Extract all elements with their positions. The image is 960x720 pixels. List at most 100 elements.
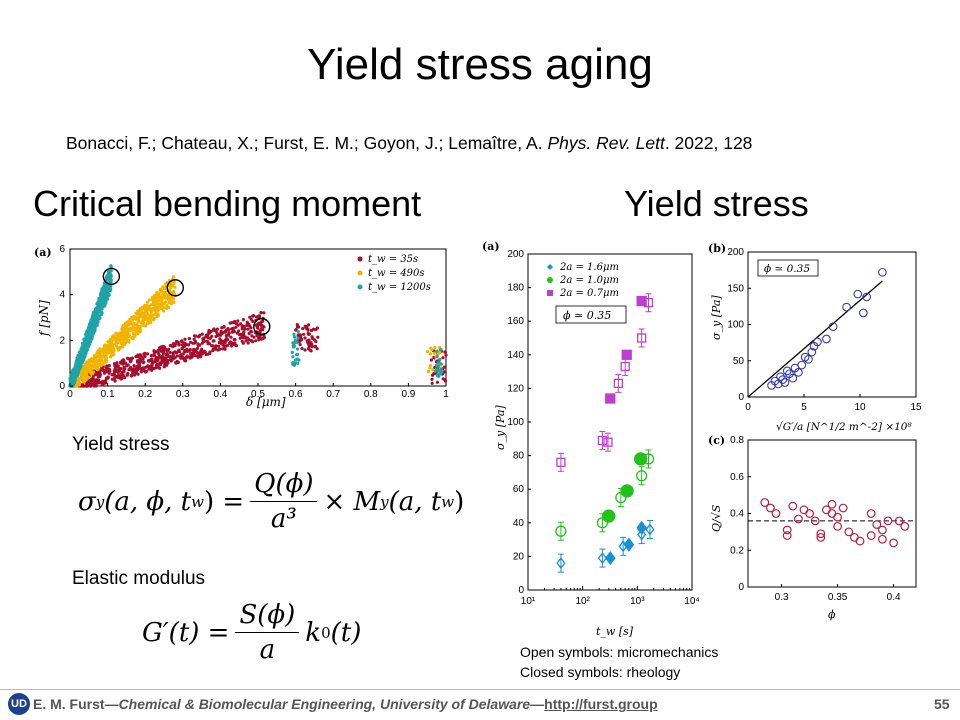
data-point [444, 353, 448, 357]
y-tick-label: 100 [507, 417, 524, 428]
data-point [242, 330, 246, 334]
circled-points [102, 267, 271, 336]
data-point [128, 318, 132, 322]
x-tick-label: 0.2 [138, 389, 152, 400]
data-point [91, 378, 95, 382]
data-point [189, 352, 193, 356]
data-point [95, 315, 99, 319]
x-ticks: 0.3 0.35 0.4 [775, 584, 901, 603]
heading-critical-bending-moment: Critical bending moment [33, 183, 422, 224]
data-point [833, 512, 843, 522]
data-point [291, 343, 295, 347]
data-point [637, 528, 647, 541]
data-point [96, 380, 100, 384]
data-point [223, 347, 227, 351]
data-point [251, 314, 255, 318]
data-point [597, 435, 608, 446]
data-point [866, 531, 876, 540]
y-tick-label: 0.4 [730, 509, 744, 520]
data-point [866, 509, 876, 518]
data-point [218, 347, 222, 351]
data-point [99, 291, 103, 295]
data-point [87, 333, 91, 337]
data-point [90, 371, 94, 375]
y-tick-label: 160 [507, 316, 524, 327]
data-point [131, 335, 136, 339]
data-point [782, 366, 792, 376]
eq-sigma-sub: y [95, 492, 105, 511]
legend: t_w = 35s t_w = 490s t_w = 1200s [357, 254, 431, 293]
y-tick-label: 20 [513, 551, 525, 562]
data-point [85, 384, 90, 388]
data-point [119, 367, 123, 371]
data-point [105, 297, 109, 301]
data-point [105, 345, 109, 349]
data-point [163, 292, 167, 296]
x-tick-label: 0.6 [289, 389, 303, 400]
legend-marker [547, 264, 553, 270]
data-point [136, 372, 140, 376]
x-axis-label: √G′/a [N^1/2 m^-2] ×10⁸ [776, 421, 912, 432]
data-point [167, 347, 171, 351]
y-tick-label: 4 [59, 290, 65, 301]
data-point [170, 295, 174, 299]
data-point [95, 310, 99, 314]
data-point [776, 372, 785, 382]
data-point [107, 271, 111, 275]
legend-label: t_w = 35s [368, 254, 418, 265]
data-point [155, 310, 159, 315]
data-point [200, 347, 204, 351]
y-tick-label: 50 [733, 356, 745, 367]
data-point [296, 330, 300, 334]
legend-label: 2a = 0.7μm [559, 288, 619, 299]
panel-label: (b) [708, 242, 726, 255]
data-point [135, 312, 139, 316]
x-tick-label: 0.7 [326, 389, 340, 400]
data-point [162, 350, 166, 354]
data-point [435, 349, 439, 353]
data-point [121, 361, 125, 365]
data-point [613, 378, 624, 389]
data-point [137, 362, 142, 366]
data-point [295, 357, 299, 361]
data-point [109, 269, 113, 273]
data-point [438, 348, 443, 352]
eq-rhs-sub: y [380, 492, 389, 511]
data-point [84, 334, 88, 338]
data-point [258, 329, 262, 333]
data-point [78, 351, 82, 355]
data-point [183, 358, 187, 362]
data-point [78, 377, 82, 381]
data-point [152, 351, 156, 355]
data-point [128, 360, 132, 364]
data-point [92, 317, 96, 321]
eq-denominator: a [259, 635, 276, 665]
data-point [159, 349, 163, 353]
data-point [75, 384, 79, 388]
data-point [833, 521, 843, 531]
data-point [226, 333, 231, 337]
data-point [894, 516, 904, 526]
footer-link[interactable]: http://furst.group [544, 696, 658, 712]
data-point [105, 365, 109, 369]
x-tick-label: 1 [443, 389, 449, 400]
data-point [428, 364, 432, 368]
data-point [176, 340, 180, 344]
footer-author: E. M. Furst [33, 696, 105, 712]
y-axis-label: σ_y [Pa] [494, 405, 507, 450]
data-point [126, 320, 130, 324]
data-point [305, 325, 309, 329]
data-point [164, 361, 168, 366]
data-point [181, 345, 185, 349]
data-point [126, 363, 130, 367]
data-point [213, 346, 218, 350]
legend-label: 2a = 1.6μm [559, 262, 619, 273]
data-point [301, 327, 305, 331]
data-point [91, 311, 95, 315]
legend-marker [357, 270, 363, 276]
data-point [556, 457, 566, 467]
annotation-phi: ϕ ≃ 0.35 [563, 309, 611, 322]
eq-g-prime: G′(t) = [142, 617, 230, 648]
data-point [141, 357, 145, 361]
circled-point [253, 317, 271, 336]
